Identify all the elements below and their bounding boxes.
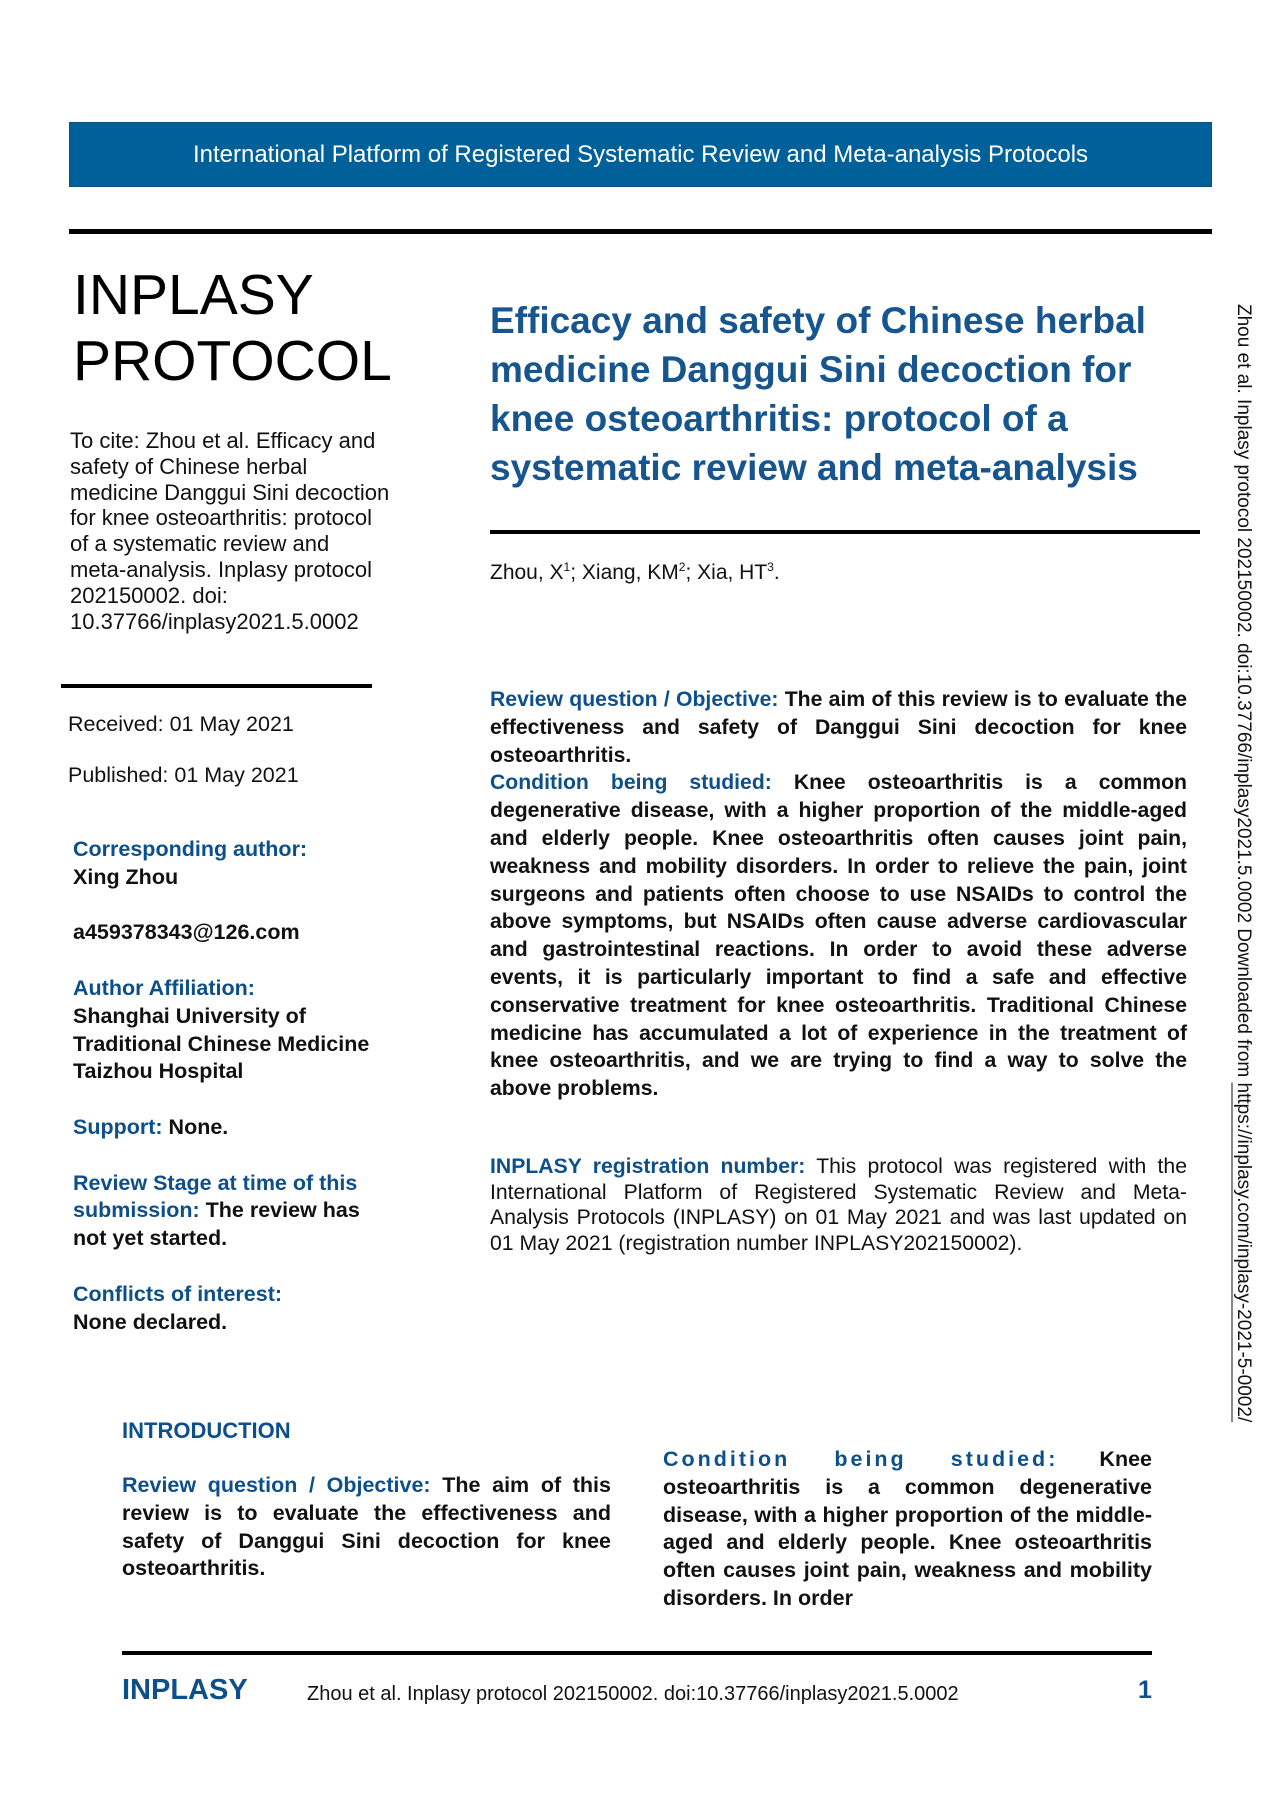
footer-brand: INPLASY	[122, 1674, 248, 1706]
top-rule	[69, 229, 1212, 234]
footer-rule	[122, 1651, 1152, 1655]
corr-label: Corresponding author:	[73, 837, 308, 861]
introduction-heading: INTRODUCTION	[122, 1418, 291, 1443]
intro-condition: Condition being studied: Knee osteoarthr…	[663, 1446, 1152, 1613]
banner-text: International Platform of Registered Sys…	[192, 140, 1089, 168]
author-list: Zhou, X1; Xiang, KM2; Xia, HT3.	[490, 560, 780, 585]
brand-line2: PROTOCOL	[73, 329, 392, 393]
intro-cond-text: Knee osteoarthritis is a common degenera…	[663, 1447, 1152, 1610]
reg-label: INPLASY registration number:	[490, 1155, 806, 1178]
stage-value: The review has not yet started.	[73, 1198, 360, 1251]
corr-name: Xing Zhou	[73, 864, 179, 889]
platform-banner: International Platform of Registered Sys…	[69, 122, 1212, 187]
intro-rq-label: Review question / Objective:	[122, 1473, 431, 1497]
intro-objective: Review question / Objective: The aim of …	[122, 1472, 611, 1583]
download-notice: Zhou et al. Inplasy protocol 202150002. …	[1232, 304, 1254, 1422]
reg-text: This protocol was registered with the In…	[490, 1155, 1187, 1255]
author-2: ; Xiang, KM	[570, 561, 679, 584]
title-rule	[490, 530, 1200, 534]
author-3: ; Xia, HT	[685, 561, 768, 584]
page-number: 1	[1138, 1676, 1152, 1704]
author-end: .	[773, 561, 780, 584]
support-label: Support:	[73, 1114, 163, 1139]
citation: To cite: Zhou et al. Efficacy and safety…	[70, 428, 390, 634]
rq-label: Review question / Objective:	[490, 688, 779, 711]
affil-2: 2	[678, 560, 686, 574]
received-date: Received: 01 May 2021	[68, 712, 294, 736]
coi-value: None declared.	[73, 1309, 228, 1334]
affil-3: 3	[767, 560, 774, 574]
sidebar-info: Corresponding author: Xing Zhou a45937834…	[73, 836, 413, 1364]
abstract: Review question / Objective: The aim of …	[490, 686, 1187, 1103]
condition-text: Knee osteoarthritis is a common degenera…	[490, 771, 1187, 1101]
affiliation-label: Author Affiliation:	[73, 975, 255, 1000]
coi-label: Conflicts of interest:	[73, 1281, 283, 1306]
download-link[interactable]: https://inplasy.com/inplasy-2021-5-0002/	[1233, 1082, 1254, 1423]
intro-cond-label: Condition being studied:	[663, 1447, 1059, 1471]
intro-rq-text: The aim of this review is to evaluate th…	[122, 1473, 611, 1581]
stage-label: Review Stage at time of this submission:	[73, 1170, 358, 1223]
cite-rule	[61, 684, 372, 688]
brand-line1: INPLASY	[73, 263, 314, 327]
footer-citation: Zhou et al. Inplasy protocol 202150002. …	[307, 1683, 959, 1705]
email[interactable]: a459378343@126.com	[73, 920, 300, 945]
author-1: Zhou, X	[490, 561, 564, 584]
download-text: Zhou et al. Inplasy protocol 202150002. …	[1233, 304, 1254, 1083]
rq-text: The aim of this review is to evaluate th…	[490, 688, 1187, 767]
affiliation-value: Shanghai University of Traditional Chine…	[73, 1003, 370, 1084]
registration: INPLASY registration number: This protoc…	[490, 1154, 1187, 1256]
protocol-brand: INPLASY PROTOCOL	[73, 262, 392, 394]
affil-1: 1	[563, 560, 571, 574]
support-value: None.	[168, 1114, 229, 1139]
condition-label: Condition being studied:	[490, 771, 772, 795]
paper-title: Efficacy and safety of Chinese herbal me…	[490, 300, 1146, 488]
published-date: Published: 01 May 2021	[68, 763, 299, 787]
